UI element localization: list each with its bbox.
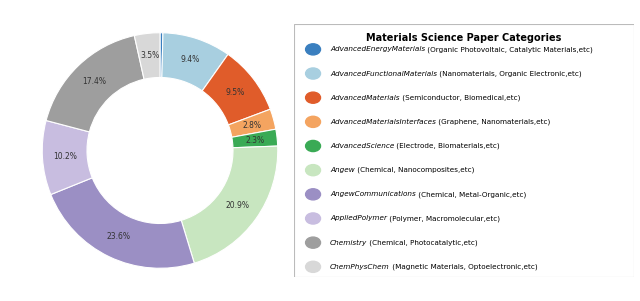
Text: 9.5%: 9.5% (226, 88, 245, 97)
Text: AdvancedScience: AdvancedScience (330, 143, 394, 149)
Circle shape (305, 189, 321, 200)
Text: AppliedPolymer: AppliedPolymer (330, 216, 387, 222)
Text: 9.4%: 9.4% (180, 55, 200, 64)
Wedge shape (202, 54, 270, 125)
Text: (Magnetic Materials, Optoelectronic,etc): (Magnetic Materials, Optoelectronic,etc) (390, 264, 538, 270)
Text: (Chemical, Nanocomposites,etc): (Chemical, Nanocomposites,etc) (355, 167, 474, 173)
Text: (Electrode, Biomaterials,etc): (Electrode, Biomaterials,etc) (394, 143, 500, 149)
Text: (Organic Photovoltaic, Catalytic Materials,etc): (Organic Photovoltaic, Catalytic Materia… (425, 46, 593, 53)
Text: AdvancedMaterialsInterfaces: AdvancedMaterialsInterfaces (330, 119, 436, 125)
Text: (Graphene, Nanomaterials,etc): (Graphene, Nanomaterials,etc) (436, 119, 550, 125)
Text: 2.3%: 2.3% (245, 135, 264, 144)
Circle shape (305, 68, 321, 79)
Text: AdvancedEnergyMaterials: AdvancedEnergyMaterials (330, 46, 425, 52)
Text: 20.9%: 20.9% (226, 201, 250, 210)
Circle shape (305, 141, 321, 152)
Circle shape (305, 213, 321, 224)
Text: (Polymer, Macromolecular,etc): (Polymer, Macromolecular,etc) (387, 215, 500, 222)
Circle shape (305, 116, 321, 127)
Text: 3.5%: 3.5% (140, 51, 159, 60)
Text: 10.2%: 10.2% (53, 152, 77, 161)
Text: (Chemical, Photocatalytic,etc): (Chemical, Photocatalytic,etc) (367, 239, 478, 246)
Wedge shape (160, 33, 163, 78)
Text: Materials Science Paper Categories: Materials Science Paper Categories (366, 33, 562, 43)
Wedge shape (51, 178, 195, 268)
Text: AdvancedFunctionalMaterials: AdvancedFunctionalMaterials (330, 70, 437, 76)
Wedge shape (232, 129, 278, 148)
Text: 2.8%: 2.8% (243, 120, 261, 129)
Circle shape (305, 261, 321, 272)
Wedge shape (134, 33, 160, 79)
Wedge shape (181, 146, 278, 263)
Text: ChemPhysChem: ChemPhysChem (330, 264, 390, 270)
Text: (Semiconductor, Biomedical,etc): (Semiconductor, Biomedical,etc) (399, 95, 520, 101)
Circle shape (305, 237, 321, 248)
Text: 17.4%: 17.4% (82, 77, 106, 86)
Circle shape (305, 165, 321, 176)
FancyBboxPatch shape (294, 24, 634, 277)
Text: 23.6%: 23.6% (107, 232, 131, 241)
Text: AdvancedMaterials: AdvancedMaterials (330, 95, 399, 101)
Circle shape (305, 44, 321, 55)
Text: (Chemical, Metal-Organic,etc): (Chemical, Metal-Organic,etc) (416, 191, 526, 197)
Text: Chemistry: Chemistry (330, 240, 367, 246)
Text: AngewCommunications: AngewCommunications (330, 191, 416, 197)
Circle shape (305, 92, 321, 103)
Wedge shape (162, 33, 228, 91)
Wedge shape (46, 36, 144, 132)
Text: Angew: Angew (330, 167, 355, 173)
Wedge shape (228, 109, 276, 137)
Text: (Nanomaterials, Organic Electronic,etc): (Nanomaterials, Organic Electronic,etc) (437, 70, 582, 77)
Wedge shape (42, 120, 92, 194)
